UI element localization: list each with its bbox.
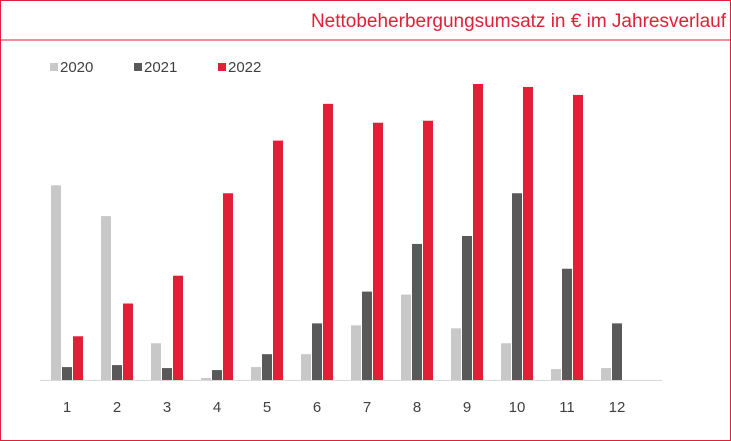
- x-tick-label: 2: [113, 399, 121, 416]
- bar: [373, 122, 383, 380]
- x-tick-label: 8: [413, 399, 421, 416]
- bar: [301, 354, 311, 380]
- x-tick-label: 11: [559, 399, 575, 416]
- bar: [412, 243, 422, 380]
- x-tick-label: 10: [509, 399, 526, 416]
- bar: [73, 336, 83, 380]
- bar: [351, 325, 361, 380]
- bar: [223, 193, 233, 380]
- legend-swatch: [134, 63, 142, 71]
- bar: [512, 193, 522, 380]
- legend-label: 2021: [144, 59, 177, 76]
- bar: [612, 323, 622, 380]
- x-tick-label: 6: [313, 399, 321, 416]
- bar: [573, 94, 583, 380]
- bar: [501, 343, 511, 380]
- x-tick-label: 12: [609, 399, 626, 416]
- bar: [62, 367, 72, 380]
- bar: [273, 140, 283, 380]
- x-tick-label: 7: [363, 399, 371, 416]
- bar: [173, 275, 183, 380]
- bar: [162, 368, 172, 380]
- bar: [151, 343, 161, 380]
- bar: [562, 268, 572, 380]
- bar: [362, 291, 372, 380]
- x-tick-label: 1: [63, 399, 71, 416]
- bar: [123, 303, 133, 380]
- bar: [462, 235, 472, 380]
- bar: [51, 185, 61, 380]
- x-tick-label: 3: [163, 399, 171, 416]
- x-tick-label: 4: [213, 399, 221, 416]
- bar: [473, 83, 483, 380]
- bar: [323, 103, 333, 380]
- bar: [423, 120, 433, 381]
- bar: [601, 368, 611, 380]
- bar: [262, 354, 272, 380]
- bar: [401, 294, 411, 380]
- legend-swatch: [50, 63, 58, 71]
- bar: [112, 365, 122, 380]
- bar: [551, 369, 561, 380]
- bar: [201, 378, 211, 380]
- bar: [451, 328, 461, 380]
- x-tick-label: 5: [263, 399, 271, 416]
- x-tick-label: 9: [463, 399, 471, 416]
- legend-label: 2020: [60, 59, 93, 76]
- bar: [312, 323, 322, 380]
- bar: [523, 86, 533, 380]
- chart-title: Nettobeherbergungsumsatz in € im Jahresv…: [311, 11, 727, 32]
- bar: [251, 367, 261, 380]
- legend-label: 2022: [228, 59, 261, 76]
- bar: [212, 370, 222, 380]
- bar: [101, 216, 111, 380]
- legend-swatch: [218, 63, 226, 71]
